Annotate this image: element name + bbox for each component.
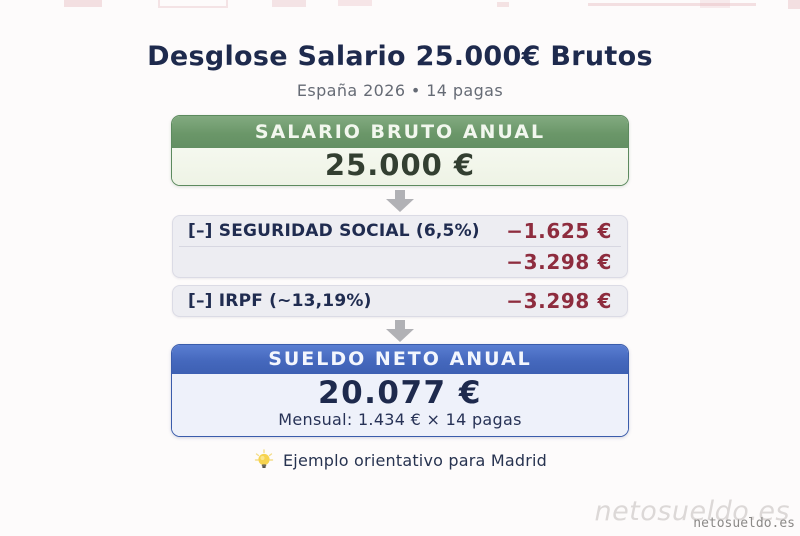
footer-note-text: Ejemplo orientativo para Madrid [283, 450, 547, 470]
deduction-amount: −3.298 € [506, 250, 612, 274]
deduction-row: −3.298 € [173, 247, 627, 277]
deduction-amount: −1.625 € [506, 219, 612, 243]
watermark-large: netosueldo.es [594, 496, 790, 527]
page-title: Desglose Salario 25.000€ Brutos [147, 41, 653, 72]
footer-note: Ejemplo orientativo para Madrid [0, 449, 800, 471]
page-subtitle: España 2026 • 14 pagas [296, 81, 504, 100]
gross-salary-value: 25.000 € [172, 148, 628, 185]
net-salary-value: 20.077 € [318, 375, 482, 411]
row-divider [179, 246, 621, 247]
deduction-label: [–] SEGURIDAD SOCIAL (6,5%) [188, 221, 480, 241]
net-salary-monthly: Mensual: 1.434 € × 14 pagas [278, 410, 522, 430]
net-salary-header: SUELDO NETO ANUAL [172, 345, 628, 374]
deduction-amount: −3.298 € [506, 289, 612, 313]
deduction-box-irpf: [–] IRPF (~13,19%) −3.298 € [172, 285, 628, 317]
net-salary-body: 20.077 € Mensual: 1.434 € × 14 pagas [172, 374, 628, 437]
deduction-row: [–] IRPF (~13,19%) −3.298 € [173, 286, 627, 316]
arrow-down-icon [0, 190, 800, 212]
arrow-down-icon [0, 320, 800, 342]
deduction-box-seguridad-social: [–] SEGURIDAD SOCIAL (6,5%) −1.625 € −3.… [172, 215, 628, 278]
deduction-label: [–] IRPF (~13,19%) [188, 291, 372, 311]
gross-salary-header: SALARIO BRUTO ANUAL [172, 116, 628, 148]
deduction-row: [–] SEGURIDAD SOCIAL (6,5%) −1.625 € [173, 216, 627, 246]
gross-salary-box: SALARIO BRUTO ANUAL 25.000 € [171, 115, 629, 186]
net-salary-box: SUELDO NETO ANUAL 20.077 € Mensual: 1.43… [171, 344, 629, 438]
watermark-small: netosueldo.es [693, 516, 795, 531]
lightbulb-icon [253, 449, 275, 471]
